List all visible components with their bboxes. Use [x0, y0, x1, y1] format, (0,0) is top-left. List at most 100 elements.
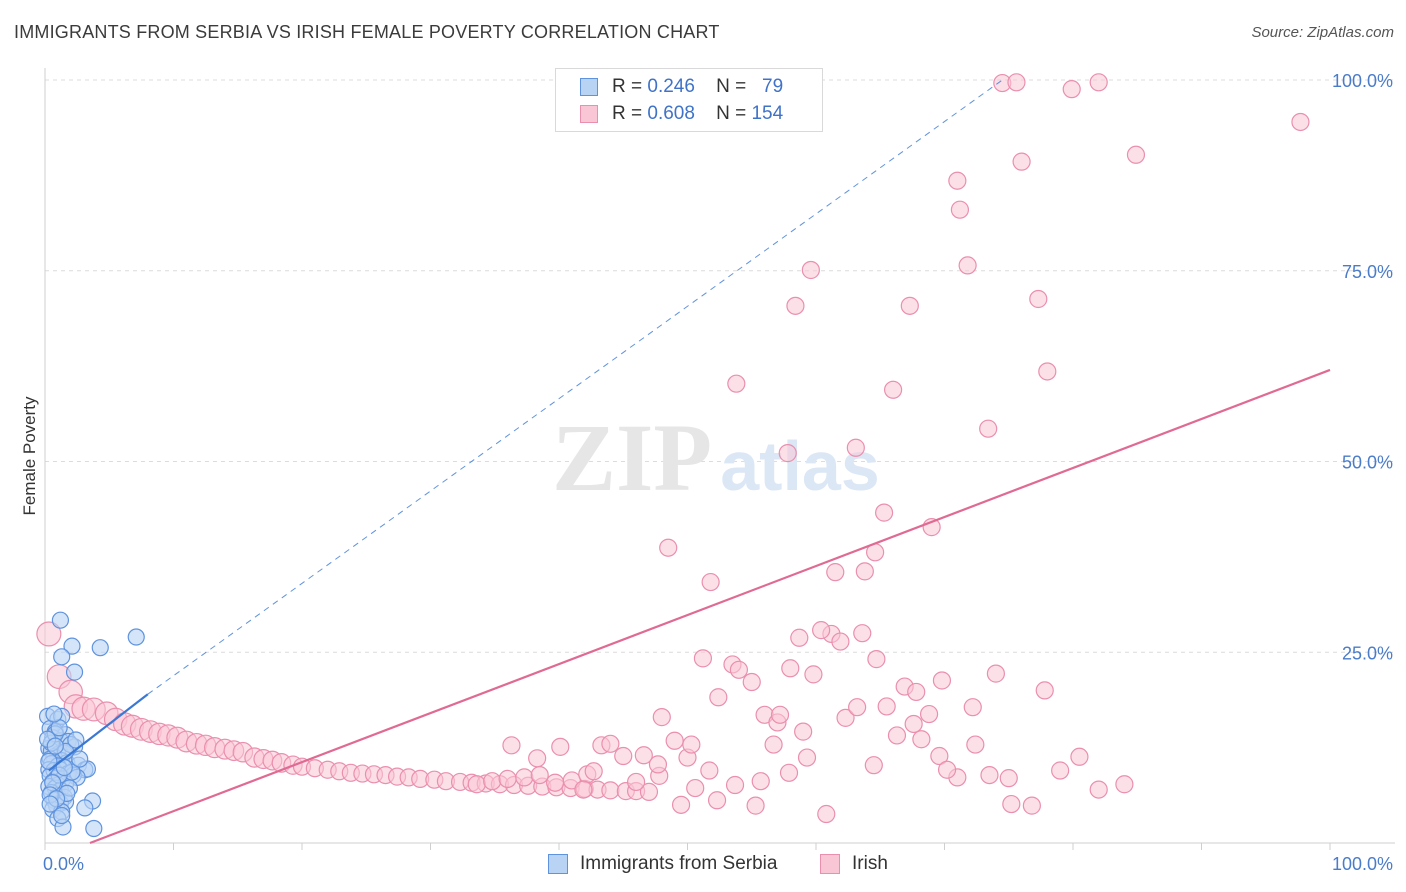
legend-n-label: N = [716, 103, 747, 124]
irish-point [883, 380, 903, 399]
irish-point [1022, 796, 1041, 815]
chart-title: IMMIGRANTS FROM SERBIA VS IRISH FEMALE P… [14, 22, 720, 42]
irish-point [1089, 73, 1108, 92]
y-tick-label: 50.0% [1342, 453, 1393, 473]
irish-point [742, 672, 761, 692]
irish-point [900, 296, 919, 315]
irish-point [601, 734, 620, 753]
serbia-point [65, 663, 84, 681]
irish-point [1002, 794, 1021, 814]
serbia-trend-dashed [147, 79, 1003, 695]
irish-point [912, 730, 931, 749]
x-tick-label: 100.0% [1332, 854, 1393, 874]
irish-point [950, 200, 970, 219]
irish-point [1070, 747, 1089, 766]
irish-point [812, 621, 831, 640]
legend-n-value-pink: 154 [751, 103, 784, 124]
correlation-legend: R = 0.246 N = 79 R = 0.608 N = 154 [555, 68, 823, 132]
legend-r-value-pink: 0.608 [647, 103, 695, 124]
irish-point [801, 260, 820, 280]
y-axis-title: Female Poverty [20, 396, 39, 516]
irish-point [574, 780, 593, 799]
irish-points [36, 73, 1310, 824]
irish-point [919, 704, 939, 724]
irish-point [778, 444, 797, 463]
irish-point [1115, 775, 1134, 794]
irish-point [948, 171, 967, 190]
irish-point [790, 628, 809, 647]
bottom-swatch-pink [820, 854, 840, 874]
grid-lines [45, 79, 1395, 653]
bottom-swatch-blue [548, 854, 568, 874]
irish-point [986, 664, 1006, 683]
irish-point [634, 746, 653, 765]
serbia-point [71, 750, 89, 768]
irish-point [932, 671, 952, 690]
legend-swatch-pink [580, 105, 598, 123]
irish-point [826, 563, 845, 582]
irish-point [1062, 80, 1081, 99]
irish-point [693, 649, 713, 668]
legend-r-value-blue: 0.246 [647, 76, 695, 97]
legend-n-value-blue: 79 [762, 76, 784, 97]
irish-point [1051, 761, 1070, 780]
legend-r-label: R = [612, 103, 643, 124]
irish-point [781, 659, 800, 678]
irish-point [648, 755, 668, 774]
irish-point [751, 772, 770, 791]
serbia-point [46, 737, 64, 755]
irish-point [864, 756, 883, 775]
irish-point [1012, 152, 1031, 171]
irish-point [626, 772, 646, 792]
irish-point [797, 748, 817, 767]
irish-point [546, 773, 565, 792]
irish-point [855, 562, 874, 581]
serbia-point [41, 795, 59, 813]
irish-point [515, 768, 534, 787]
serbia-point [45, 705, 63, 723]
irish-point [786, 296, 805, 315]
irish-trend-line [89, 368, 1331, 845]
y-tick-label: 25.0% [1342, 643, 1393, 663]
irish-point [584, 762, 603, 781]
irish-point [831, 632, 850, 651]
irish-point [846, 438, 865, 457]
irish-point [904, 714, 923, 734]
irish-point [528, 749, 547, 768]
serbia-point [76, 799, 94, 817]
irish-point [707, 791, 727, 810]
irish-point [937, 760, 957, 779]
bottom-legend-irish-label: Irish [852, 853, 888, 874]
tick-labels: 25.0% 50.0% 75.0% 100.0% 0.0% 100.0% [43, 71, 1393, 874]
watermark-zip: ZIP [552, 404, 712, 511]
irish-point [551, 737, 570, 756]
irish-point [1126, 145, 1146, 164]
irish-point [483, 772, 502, 791]
y-tick-label: 75.0% [1342, 262, 1393, 282]
irish-point [930, 746, 949, 766]
irish-point [746, 796, 765, 815]
irish-point [665, 731, 684, 750]
irish-point [1089, 780, 1108, 799]
irish-point [999, 769, 1018, 788]
irish-point [502, 736, 521, 755]
irish-point [1038, 362, 1057, 381]
irish-point [764, 735, 783, 754]
irish-point [794, 722, 813, 741]
irish-point [958, 256, 977, 275]
serbia-point [91, 639, 109, 657]
irish-point [836, 708, 855, 727]
irish-point [907, 682, 926, 702]
serbia-point [85, 819, 103, 838]
irish-point [817, 804, 836, 824]
irish-point [867, 650, 886, 669]
irish-point [614, 746, 633, 766]
trend-lines [48, 79, 1331, 845]
irish-point [980, 765, 999, 785]
irish-point [1291, 112, 1310, 132]
irish-point [659, 538, 678, 557]
serbia-point [51, 611, 70, 629]
source-label: Source: ZipAtlas.com [1251, 24, 1394, 41]
irish-point [848, 698, 867, 717]
